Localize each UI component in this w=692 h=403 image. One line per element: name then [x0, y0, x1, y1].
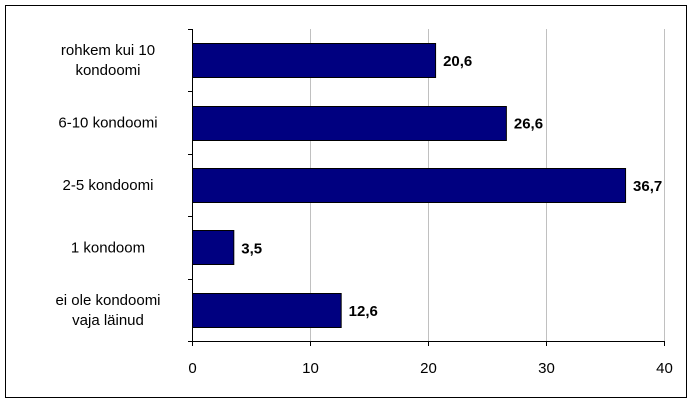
category-label-1-0: 6-10 kondoomi: [58, 115, 157, 132]
category-label-0-1: kondoomi: [75, 62, 140, 79]
bar-1: [192, 106, 507, 141]
category-label-4-1: vaja läinud: [72, 312, 144, 329]
category-label-3-0: 1 kondoom: [71, 239, 145, 256]
category-label-2-0: 2-5 kondoomi: [63, 177, 154, 194]
data-label-3: 3,5: [241, 240, 262, 257]
bar-2: [192, 168, 627, 203]
category-label-0-0: rohkem kui 10: [61, 42, 155, 59]
data-label-4: 12,6: [349, 303, 378, 320]
labels: 0 10 20 30 40 20,6 rohkem kui 10 kondoomi 26,6 6-…: [55, 42, 672, 377]
x-tick-label-1: 10: [302, 360, 319, 377]
x-tick-label-4: 40: [656, 360, 673, 377]
bar-0: [192, 43, 437, 78]
data-label-1: 26,6: [514, 116, 543, 133]
x-tick-label-2: 20: [420, 360, 437, 377]
x-tick-label-3: 30: [538, 360, 555, 377]
bar-3: [192, 230, 235, 265]
data-label-2: 36,7: [633, 178, 662, 195]
axes: [188, 29, 665, 346]
category-label-4-0: ei ole kondoomi: [55, 292, 160, 309]
data-label-0: 20,6: [443, 53, 472, 70]
bars: [192, 43, 627, 328]
x-tick-label-0: 0: [188, 360, 196, 377]
bar-4: [192, 293, 342, 328]
